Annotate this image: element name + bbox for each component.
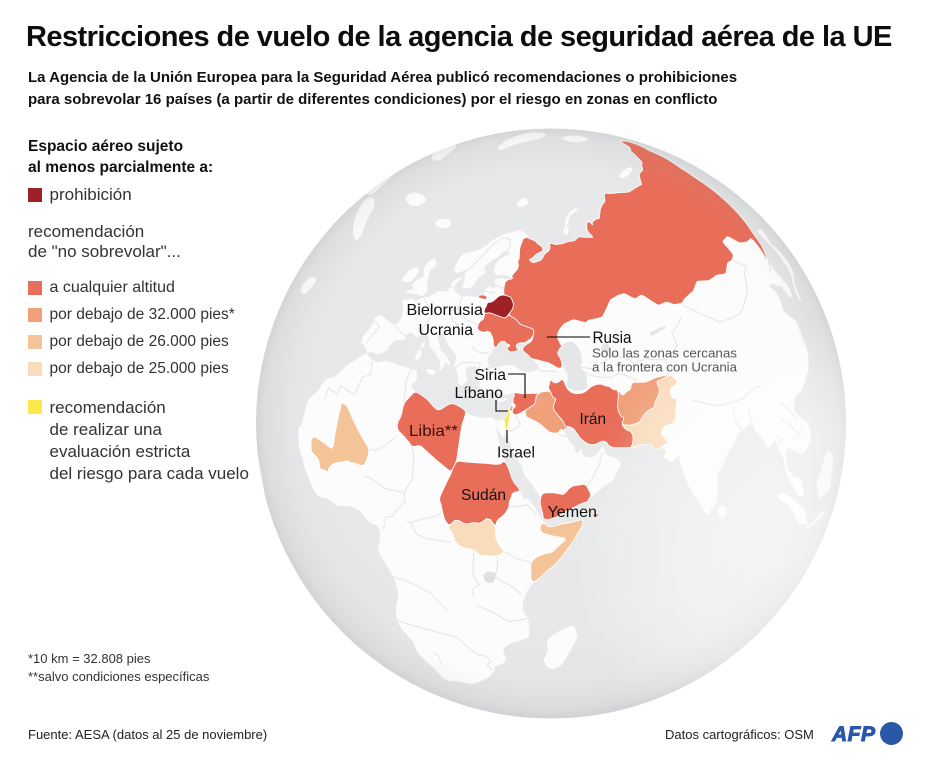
svg-text:Solo las zonas cercanas: Solo las zonas cercanas <box>592 347 737 361</box>
svg-text:Bielorrusia: Bielorrusia <box>407 302 484 319</box>
svg-text:Yemen: Yemen <box>548 504 598 521</box>
svg-text:Ucrania: Ucrania <box>419 322 474 339</box>
svg-text:Sudán: Sudán <box>461 487 506 504</box>
svg-text:a la frontera con Ucrania: a la frontera con Ucrania <box>592 361 737 375</box>
svg-text:Irán: Irán <box>580 411 607 428</box>
svg-text:Israel: Israel <box>497 445 535 462</box>
svg-text:Libia**: Libia** <box>409 423 458 440</box>
svg-text:Siria: Siria <box>475 367 507 384</box>
svg-text:Líbano: Líbano <box>455 385 504 402</box>
svg-text:Rusia: Rusia <box>593 328 632 347</box>
